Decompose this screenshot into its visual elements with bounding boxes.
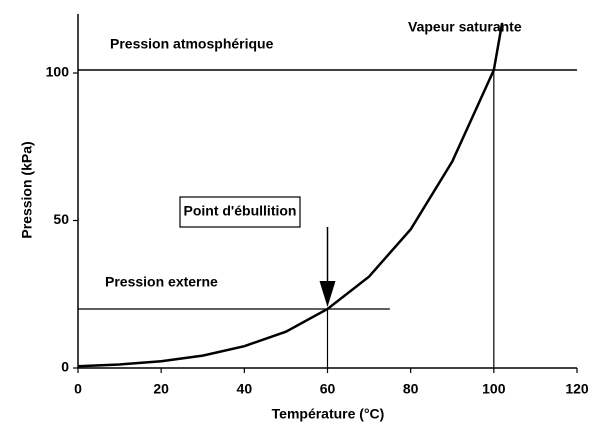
y-axis-label: Pression (kPa) [19,141,35,238]
x-tick-label: 80 [403,381,419,397]
arrow-head [319,281,336,307]
x-axis-label: Température (°C) [272,406,385,422]
boiling-box [179,196,301,228]
curve [77,22,504,368]
boiling-label: Point d'ébullition [184,203,297,219]
x-tick-label: 100 [482,381,506,397]
x-tick-label: 0 [74,381,82,397]
y-tick-label: 0 [61,359,69,375]
x-tick-label: 20 [153,381,169,397]
x-tick-label: 60 [320,381,336,397]
y-tick-label: 100 [46,64,70,80]
x-tick-label: 40 [237,381,253,397]
x-tick-label: 120 [565,381,589,397]
atmospheric-label: Pression atmosphérique [110,36,274,52]
external-label: Pression externe [105,274,218,290]
series-label: Vapeur saturante [408,19,522,35]
y-tick-label: 50 [53,211,69,227]
